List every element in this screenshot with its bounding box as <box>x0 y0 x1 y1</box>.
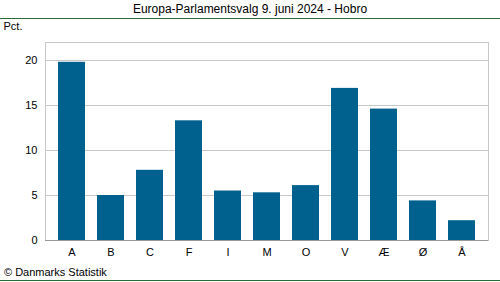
svg-text:V: V <box>341 246 349 258</box>
svg-text:A: A <box>68 246 76 258</box>
svg-text:O: O <box>302 246 311 258</box>
svg-text:M: M <box>262 246 271 258</box>
svg-text:Ø: Ø <box>419 246 428 258</box>
svg-text:5: 5 <box>31 189 37 201</box>
svg-text:B: B <box>107 246 114 258</box>
svg-text:Pct.: Pct. <box>4 20 23 32</box>
svg-text:10: 10 <box>25 144 37 156</box>
svg-text:20: 20 <box>25 54 37 66</box>
html-text:© Danmarks Statistik: © Danmarks Statistik <box>4 266 107 278</box>
html-text:Europa-Parlamentsvalg 9. juni: Europa-Parlamentsvalg 9. juni 2024 - Hob… <box>132 2 368 16</box>
svg-text:F: F <box>186 246 193 258</box>
svg-text:C: C <box>146 246 154 258</box>
svg-text:15: 15 <box>25 99 37 111</box>
svg-text:0: 0 <box>31 234 37 246</box>
svg-text:Å: Å <box>458 246 466 258</box>
svg-text:I: I <box>226 246 229 258</box>
svg-text:Æ: Æ <box>379 246 390 258</box>
